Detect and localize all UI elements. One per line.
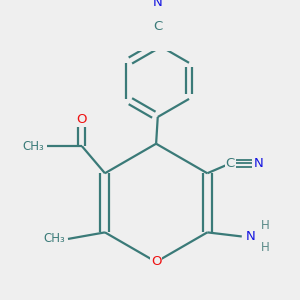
Text: N: N xyxy=(246,230,256,243)
Text: C: C xyxy=(153,20,162,33)
Text: H: H xyxy=(260,219,269,232)
Text: O: O xyxy=(77,113,87,126)
Text: CH₃: CH₃ xyxy=(43,232,65,245)
Text: C: C xyxy=(226,157,235,170)
Text: N: N xyxy=(153,0,163,9)
Text: CH₃: CH₃ xyxy=(22,140,44,153)
Text: N: N xyxy=(253,157,263,170)
Text: H: H xyxy=(260,241,269,254)
Text: O: O xyxy=(151,255,161,268)
